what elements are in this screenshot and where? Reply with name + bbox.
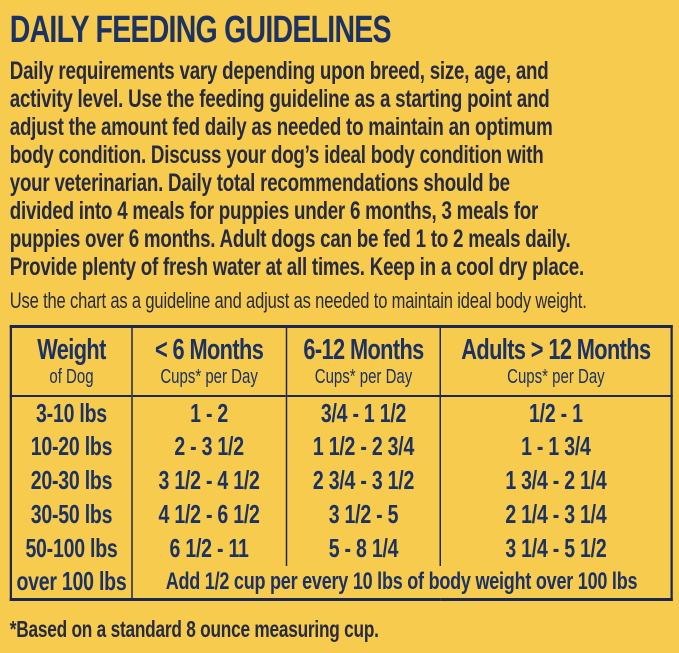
cups-under-6-cell: 4 1/2 - 6 1/2	[130, 497, 287, 532]
intro-line: activity level. Use the feeding guidelin…	[9, 85, 550, 113]
column-header-title: Weight	[37, 333, 106, 366]
column-header-subtitle: Cups* per Day	[160, 365, 258, 388]
table-row-over-100: over 100 lbs Add 1/2 cup per every 10 lb…	[11, 565, 672, 600]
column-header-subtitle: of Dog	[49, 365, 94, 388]
intro-line: Daily requirements vary depending upon b…	[9, 57, 549, 85]
intro-paragraph: Daily requirements vary depending upon b…	[10, 57, 673, 281]
cups-6-12-cell: 5 - 8 1/4	[285, 531, 441, 566]
column-header-adults: Adults > 12 Months Cups* per Day	[439, 326, 672, 396]
table-row: 20-30 lbs 3 1/2 - 4 1/2 2 3/4 - 3 1/2 1 …	[11, 463, 672, 498]
cups-adult-cell: 1 3/4 - 2 1/4	[439, 463, 672, 498]
cups-adult-cell: 2 1/4 - 3 1/4	[439, 497, 672, 532]
table-row: 50-100 lbs 6 1/2 - 11 5 - 8 1/4 3 1/4 - …	[11, 531, 672, 566]
cups-6-12-cell: 1 1/2 - 2 3/4	[285, 429, 441, 464]
cups-under-6-cell: 3 1/2 - 4 1/2	[130, 463, 287, 498]
intro-line: your veterinarian. Daily total recommend…	[9, 169, 510, 197]
column-header-title: Adults > 12 Months	[461, 333, 651, 366]
weight-cell: 10-20 lbs	[30, 431, 113, 461]
header-row: Weight of Dog < 6 Months Cups* per Day 6…	[10, 326, 672, 396]
table-row: 3-10 lbs 1 - 2 3/4 - 1 1/2 1/2 - 1	[11, 395, 672, 430]
weight-cell: over 100 lbs	[16, 566, 127, 597]
weight-cell: 50-100 lbs	[25, 533, 118, 563]
intro-line: body condition. Discuss your dog’s ideal…	[9, 141, 544, 169]
table-row: 30-50 lbs 4 1/2 - 6 1/2 3 1/2 - 5 2 1/4 …	[11, 497, 672, 532]
cups-under-6-cell: 6 1/2 - 11	[130, 531, 287, 566]
cups-under-6-cell: 2 - 3 1/2	[130, 429, 287, 464]
column-header-under-6-months: < 6 Months Cups* per Day	[130, 326, 287, 396]
intro-line: puppies over 6 months. Adult dogs can be…	[9, 225, 571, 253]
cups-adult-cell: 1 - 1 3/4	[439, 429, 672, 464]
feeding-table: Weight of Dog < 6 Months Cups* per Day 6…	[9, 325, 673, 601]
column-header-title: 6-12 Months	[303, 333, 424, 366]
weight-cell: 20-30 lbs	[30, 465, 113, 495]
over-100-note-cell: Add 1/2 cup per every 10 lbs of body wei…	[130, 565, 672, 600]
intro-line: Provide plenty of fresh water at all tim…	[9, 253, 584, 281]
cups-6-12-cell: 3/4 - 1 1/2	[285, 395, 441, 430]
weight-cell: 30-50 lbs	[30, 499, 113, 529]
cups-6-12-cell: 3 1/2 - 5	[285, 497, 441, 532]
footnote: *Based on a standard 8 ounce measuring c…	[9, 616, 379, 642]
column-header-weight: Weight of Dog	[11, 327, 132, 396]
cups-under-6-cell: 1 - 2	[130, 395, 287, 430]
column-header-subtitle: Cups* per Day	[507, 365, 605, 388]
column-header-title: < 6 Months	[154, 333, 264, 366]
cups-adult-cell: 1/2 - 1	[439, 395, 672, 430]
cups-6-12-cell: 2 3/4 - 3 1/2	[285, 463, 441, 498]
column-header-6-12-months: 6-12 Months Cups* per Day	[285, 326, 441, 396]
weight-cell: 3-10 lbs	[36, 397, 107, 428]
column-header-subtitle: Cups* per Day	[314, 365, 413, 388]
chart-usage-note: Use the chart as a guideline and adjust …	[9, 288, 587, 313]
intro-line: adjust the amount fed daily as needed to…	[9, 113, 553, 141]
page-title: DAILY FEEDING GUIDELINES	[9, 9, 392, 51]
cups-adult-cell: 3 1/4 - 5 1/2	[439, 531, 672, 566]
table-row: 10-20 lbs 2 - 3 1/2 1 1/2 - 2 3/4 1 - 1 …	[11, 429, 672, 464]
intro-line: divided into 4 meals for puppies under 6…	[9, 197, 539, 225]
